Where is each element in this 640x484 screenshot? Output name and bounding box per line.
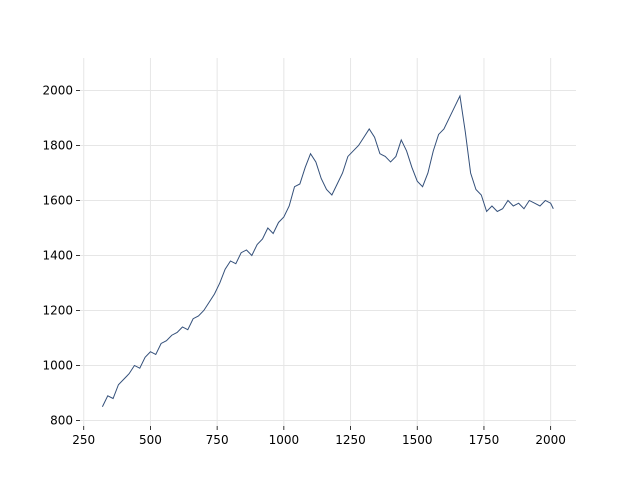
- y-tick-label: 800: [50, 413, 73, 427]
- x-tick-label: 1500: [402, 433, 433, 447]
- y-tick-label: 1000: [42, 358, 73, 372]
- x-tick-label: 250: [72, 433, 95, 447]
- x-tick-label: 1000: [269, 433, 300, 447]
- y-tick-label: 1400: [42, 248, 73, 262]
- x-tick-label: 500: [139, 433, 162, 447]
- y-tick-label: 1200: [42, 303, 73, 317]
- y-tick-label: 1600: [42, 193, 73, 207]
- x-tick-label: 1250: [335, 433, 366, 447]
- x-tick-label: 1750: [469, 433, 500, 447]
- x-tick-label: 750: [206, 433, 229, 447]
- y-tick-label: 2000: [42, 83, 73, 97]
- y-tick-label: 1800: [42, 138, 73, 152]
- x-tick-label: 2000: [535, 433, 566, 447]
- data-line: [101, 94, 554, 407]
